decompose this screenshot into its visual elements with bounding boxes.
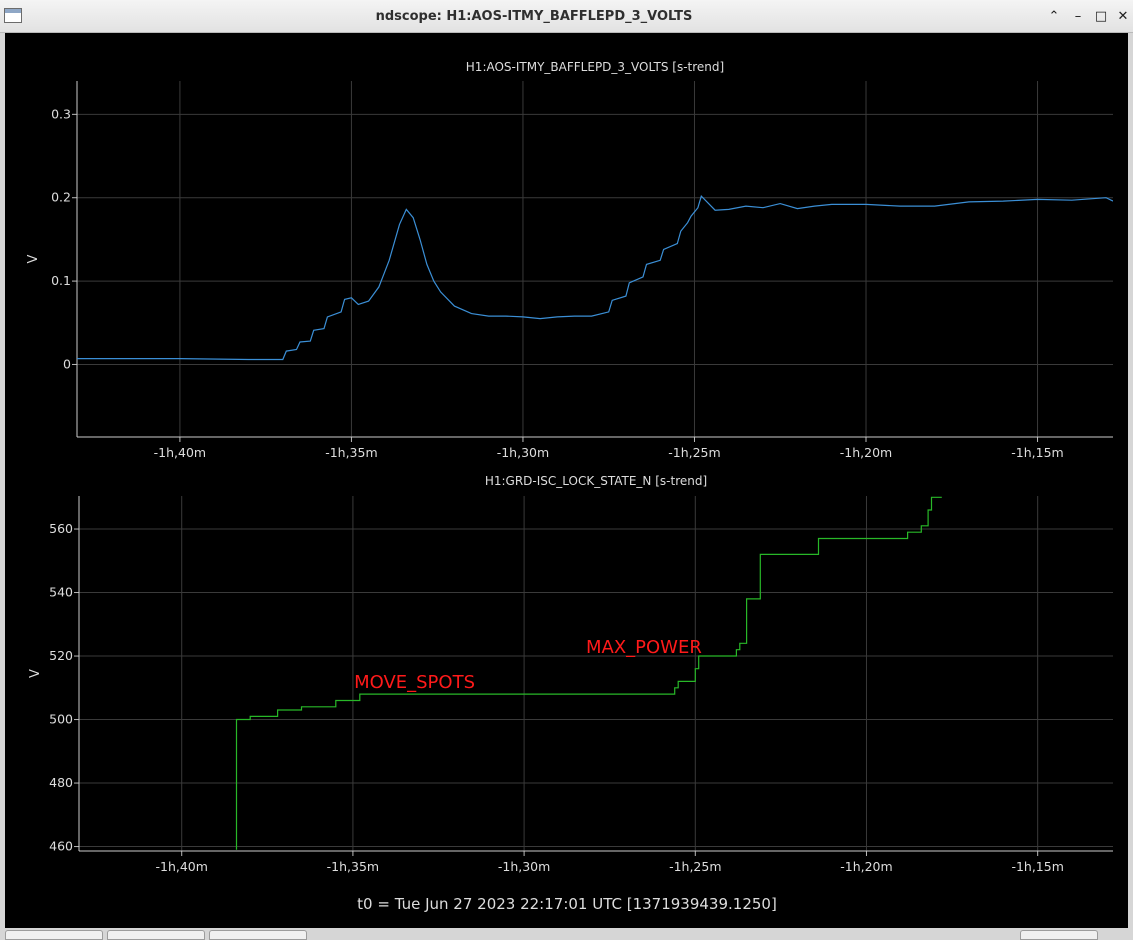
x-tick-label: -1h,25m [668,445,720,460]
x-tick-label: -1h,15m [1011,859,1063,874]
y-tick-label: 540 [49,585,73,600]
x-tick-label: -1h,35m [327,859,379,874]
chart-title: H1:AOS-ITMY_BAFFLEPD_3_VOLTS [s-trend] [466,60,724,74]
close-icon[interactable]: ✕ [1117,9,1129,24]
minimize-icon[interactable]: – [1074,9,1082,24]
y-tick-label: 0.3 [51,106,71,121]
toolbar-button[interactable] [107,930,205,940]
x-tick-label: -1h,20m [840,859,892,874]
x-tick-label: -1h,20m [840,445,892,460]
t0-label: t0 = Tue Jun 27 2023 22:17:01 UTC [13719… [357,895,777,913]
toolbar-button[interactable] [5,930,103,940]
annotation-move-spots: MOVE_SPOTS [354,672,475,693]
bottom-toolbar [0,928,1133,940]
plots-canvas[interactable]: H1:GRD-ISC_LOCK_STATE_N [s-trend] -1h,40m… [5,33,1128,928]
trace-lock-state [235,496,942,850]
x-tick-label: -1h,40m [155,859,207,874]
plot-bafflepd[interactable]: H1:AOS-ITMY_BAFFLEPD_3_VOLTS [s-trend] -1… [26,60,1113,460]
y-tick-label: 460 [49,839,73,854]
y-tick-label: 0.1 [51,273,71,288]
title-bar: ndscope: H1:AOS-ITMY_BAFFLEPD_3_VOLTS ⌃ … [0,0,1133,33]
chevron-up-icon[interactable]: ⌃ [1048,9,1060,24]
y-tick-label: 0.2 [51,190,71,205]
maximize-icon[interactable]: □ [1094,9,1108,24]
chart-title: H1:GRD-ISC_LOCK_STATE_N [s-trend] [485,474,707,488]
y-tick-label: 520 [49,648,73,663]
toolbar-button[interactable] [209,930,307,940]
x-tick-label: -1h,25m [669,859,721,874]
annotation-max-power: MAX_POWER [586,637,702,658]
y-axis-label: V [28,669,43,678]
x-tick-label: -1h,30m [498,859,550,874]
toolbar-button[interactable] [1020,930,1098,940]
plot-lock-state[interactable]: H1:GRD-ISC_LOCK_STATE_N [s-trend] -1h,40m… [28,474,1113,874]
plot-area[interactable]: H1:GRD-ISC_LOCK_STATE_N [s-trend] -1h,40m… [5,33,1128,928]
y-tick-label: 480 [49,775,73,790]
window-menu-icon[interactable] [4,8,22,23]
x-tick-label: -1h,15m [1011,445,1063,460]
y-tick-label: 500 [49,712,73,727]
x-tick-label: -1h,35m [325,445,377,460]
y-axis-label: V [26,254,41,263]
window-title: ndscope: H1:AOS-ITMY_BAFFLEPD_3_VOLTS [375,9,693,24]
y-tick-label: 560 [49,521,73,536]
trace-bafflepd-volts [77,194,1113,361]
y-tick-label: 0 [63,356,71,371]
x-tick-label: -1h,40m [154,445,206,460]
x-tick-label: -1h,30m [497,445,549,460]
